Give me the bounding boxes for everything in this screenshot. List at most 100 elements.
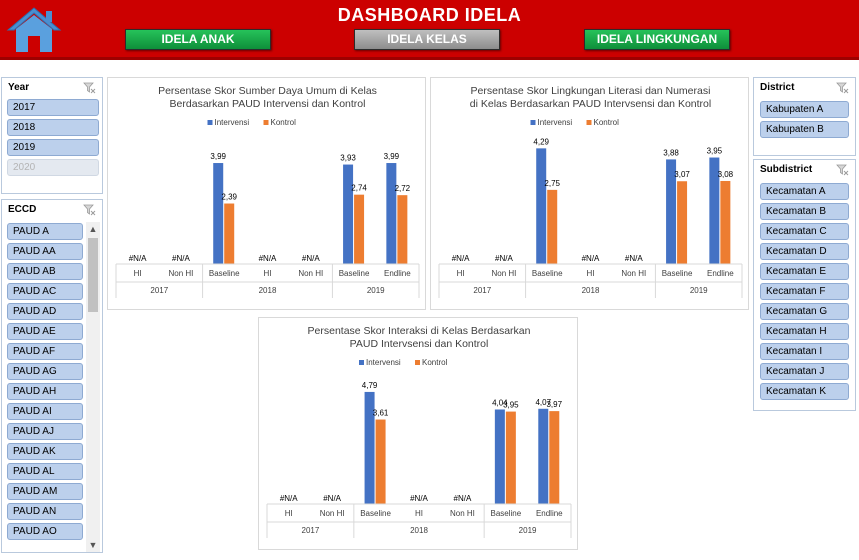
idela-kelas-button[interactable]: IDELA KELAS xyxy=(354,29,500,50)
eccd-slicer-title: ECCD xyxy=(8,204,37,215)
bar-intervensi xyxy=(343,164,354,264)
subdistrict-item-kecamatan-g[interactable]: Kecamatan G xyxy=(760,303,849,320)
eccd-item-paud-af[interactable]: PAUD AF xyxy=(7,343,83,360)
subdistrict-item-kecamatan-j[interactable]: Kecamatan J xyxy=(760,363,849,380)
data-label: #N/A xyxy=(625,254,643,263)
legend-swatch xyxy=(415,360,420,365)
bar-kontrol xyxy=(505,411,516,504)
clear-filter-icon[interactable] xyxy=(836,164,849,176)
eccd-scrollbar[interactable]: ▲ ▼ xyxy=(86,222,100,552)
legend-label: Intervensi xyxy=(538,118,573,127)
bar-kontrol xyxy=(677,181,688,264)
house-icon[interactable] xyxy=(4,4,64,54)
data-label: 3,99 xyxy=(384,152,400,161)
eccd-item-paud-aa[interactable]: PAUD AA xyxy=(7,243,83,260)
eccd-item-paud-ab[interactable]: PAUD AB xyxy=(7,263,83,280)
eccd-slicer: ECCD PAUD A PAUD AA PAUD AB PAUD AC PAUD AD P… xyxy=(1,199,103,553)
clear-filter-icon[interactable] xyxy=(83,82,96,94)
bar-kontrol xyxy=(397,195,408,264)
scroll-thumb[interactable] xyxy=(88,238,98,312)
subdistrict-item-kecamatan-h[interactable]: Kecamatan H xyxy=(760,323,849,340)
subdistrict-item-kecamatan-i[interactable]: Kecamatan I xyxy=(760,343,849,360)
data-label: 3,95 xyxy=(503,401,519,410)
group-label: 2017 xyxy=(150,286,168,295)
subdistrict-item-kecamatan-d[interactable]: Kecamatan D xyxy=(760,243,849,260)
year-slicer: Year 2017 2018 2019 2020 xyxy=(1,77,103,194)
data-label: #N/A xyxy=(495,254,513,263)
group-label: 2017 xyxy=(473,286,491,295)
data-label: #N/A xyxy=(259,254,277,263)
x-tick-label: Baseline xyxy=(662,269,693,278)
data-label: 3,61 xyxy=(373,409,389,418)
subdistrict-item-kecamatan-b[interactable]: Kecamatan B xyxy=(760,203,849,220)
data-label: 3,88 xyxy=(663,148,679,157)
group-label: 2018 xyxy=(410,526,428,535)
legend-swatch xyxy=(359,360,364,365)
subdistrict-item-kecamatan-k[interactable]: Kecamatan K xyxy=(760,383,849,400)
group-label: 2018 xyxy=(582,286,600,295)
district-slicer-title: District xyxy=(760,82,795,93)
eccd-item-paud-ao[interactable]: PAUD AO xyxy=(7,523,83,540)
legend-label: Kontrol xyxy=(422,358,448,367)
bar-intervensi xyxy=(364,391,375,504)
bar-kontrol xyxy=(224,203,235,264)
bar-kontrol xyxy=(375,419,386,504)
clear-filter-icon[interactable] xyxy=(83,204,96,216)
data-label: 3,99 xyxy=(210,152,226,161)
x-tick-label: Non HI xyxy=(168,269,193,278)
bar-kontrol xyxy=(720,180,731,264)
eccd-item-paud-ak[interactable]: PAUD AK xyxy=(7,443,83,460)
eccd-item-paud-am[interactable]: PAUD AM xyxy=(7,483,83,500)
idela-lingkungan-button[interactable]: IDELA LINGKUNGAN xyxy=(584,29,730,50)
chart-title: Persentase Skor Lingkungan Literasi dan … xyxy=(471,85,711,97)
eccd-item-paud-al[interactable]: PAUD AL xyxy=(7,463,83,480)
group-label: 2018 xyxy=(259,286,277,295)
chart-literasi-numerasi: Persentase Skor Lingkungan Literasi dan … xyxy=(430,77,749,310)
eccd-item-paud-ac[interactable]: PAUD AC xyxy=(7,283,83,300)
x-tick-label: Non HI xyxy=(621,269,646,278)
subdistrict-item-kecamatan-f[interactable]: Kecamatan F xyxy=(760,283,849,300)
group-label: 2019 xyxy=(367,286,385,295)
district-slicer: District Kabupaten A Kabupaten B xyxy=(753,77,856,156)
clear-filter-icon[interactable] xyxy=(836,82,849,94)
eccd-item-paud-a[interactable]: PAUD A xyxy=(7,223,83,240)
eccd-item-paud-an[interactable]: PAUD AN xyxy=(7,503,83,520)
x-tick-label: Non HI xyxy=(450,509,475,518)
year-item-2019[interactable]: 2019 xyxy=(7,139,99,156)
chart-sumber-daya: Persentase Skor Sumber Daya Umum di Kela… xyxy=(107,77,426,310)
data-label: 2,74 xyxy=(351,184,367,193)
legend-swatch xyxy=(530,120,536,125)
eccd-item-paud-ah[interactable]: PAUD AH xyxy=(7,383,83,400)
x-tick-label: Endline xyxy=(384,269,411,278)
legend-label: Intervensi xyxy=(215,118,250,127)
data-label: 4,07 xyxy=(535,398,551,407)
eccd-item-paud-ae[interactable]: PAUD AE xyxy=(7,323,83,340)
scroll-down-icon[interactable]: ▼ xyxy=(88,540,98,550)
subdistrict-item-kecamatan-a[interactable]: Kecamatan A xyxy=(760,183,849,200)
subdistrict-item-kecamatan-e[interactable]: Kecamatan E xyxy=(760,263,849,280)
chart-title: PAUD Intervsensi dan Kontrol xyxy=(350,338,489,350)
eccd-item-paud-ad[interactable]: PAUD AD xyxy=(7,303,83,320)
bar-intervensi xyxy=(536,148,547,264)
eccd-item-paud-aj[interactable]: PAUD AJ xyxy=(7,423,83,440)
chart-literasi-numerasi-svg: Persentase Skor Lingkungan Literasi dan … xyxy=(438,85,743,298)
data-label: 4,79 xyxy=(362,381,378,390)
data-label: #N/A xyxy=(323,494,341,503)
bar-intervensi xyxy=(494,409,505,504)
year-item-2017[interactable]: 2017 xyxy=(7,99,99,116)
subdistrict-slicer: Subdistrict Kecamatan A Kecamatan B Kecama… xyxy=(753,159,856,411)
bar-intervensi xyxy=(213,163,224,264)
year-item-2018[interactable]: 2018 xyxy=(7,119,99,136)
scroll-up-icon[interactable]: ▲ xyxy=(88,224,98,234)
district-item-kabupaten-a[interactable]: Kabupaten A xyxy=(760,101,849,118)
data-label: #N/A xyxy=(582,254,600,263)
subdistrict-item-kecamatan-c[interactable]: Kecamatan C xyxy=(760,223,849,240)
x-tick-label: HI xyxy=(415,509,423,518)
district-item-kabupaten-b[interactable]: Kabupaten B xyxy=(760,121,849,138)
dashboard-header: DASHBOARD IDELA IDELA ANAK IDELA KELAS I… xyxy=(0,0,859,60)
eccd-item-paud-ag[interactable]: PAUD AG xyxy=(7,363,83,380)
year-item-2020[interactable]: 2020 xyxy=(7,159,99,176)
idela-anak-button[interactable]: IDELA ANAK xyxy=(125,29,271,50)
eccd-item-paud-ai[interactable]: PAUD AI xyxy=(7,403,83,420)
data-label: 4,04 xyxy=(492,398,508,407)
